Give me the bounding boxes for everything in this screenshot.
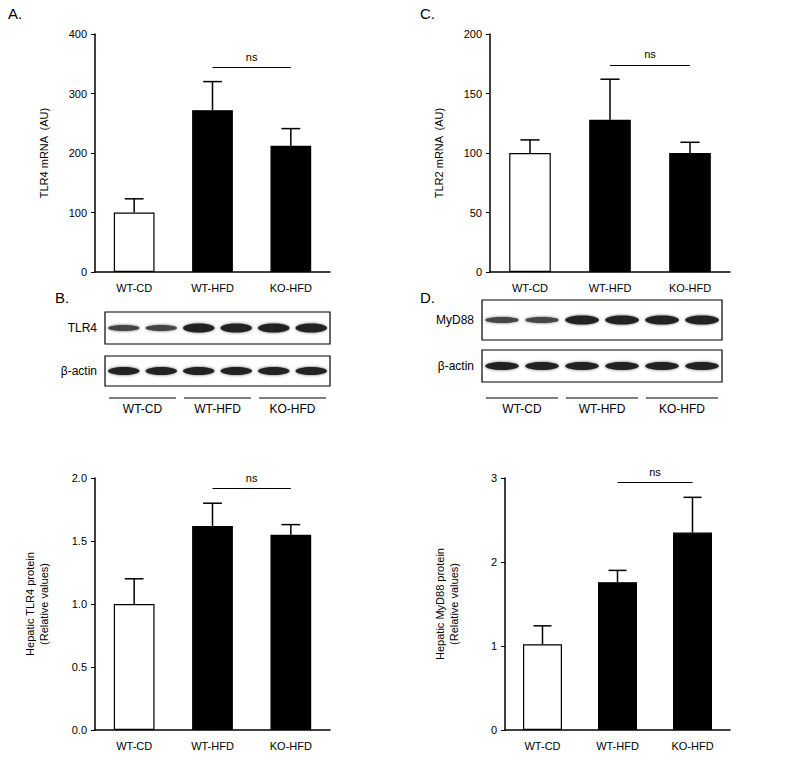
svg-text:1: 1 [491,640,497,652]
svg-text:0: 0 [491,724,497,736]
svg-text:ns: ns [246,51,258,63]
svg-text:100: 100 [69,207,87,219]
svg-text:KO-HFD: KO-HFD [671,740,713,752]
svg-text:3: 3 [491,472,497,484]
svg-text:C.: C. [420,5,435,22]
svg-text:200: 200 [69,147,87,159]
svg-text:ns: ns [246,472,258,484]
svg-text:WT-HFD: WT-HFD [194,402,241,416]
svg-text:200: 200 [464,28,482,40]
svg-text:KO-HFD: KO-HFD [669,282,711,294]
svg-text:2.0: 2.0 [72,472,87,484]
svg-text:0: 0 [476,266,482,278]
svg-text:WT-HFD: WT-HFD [191,282,234,294]
svg-text:TLR2 mRNA (AU): TLR2 mRNA (AU) [433,108,445,198]
svg-text:ns: ns [649,466,661,478]
svg-text:100: 100 [464,147,482,159]
svg-text:KO-HFD: KO-HFD [270,282,312,294]
svg-text:KO-HFD: KO-HFD [270,740,312,752]
svg-text:WT-CD: WT-CD [116,740,152,752]
svg-text:D.: D. [420,289,435,306]
svg-text:MyD88: MyD88 [436,313,474,327]
svg-text:150: 150 [464,88,482,100]
svg-text:Hepatic MyD88 protein: Hepatic MyD88 protein [434,548,446,660]
svg-text:β-actin: β-actin [438,359,474,373]
svg-text:0: 0 [81,266,87,278]
svg-text:β-actin: β-actin [61,364,97,378]
svg-text:1.5: 1.5 [72,535,87,547]
svg-text:TLR4 mRNA (AU): TLR4 mRNA (AU) [38,108,50,198]
svg-text:(Relative values): (Relative values) [38,563,50,645]
svg-text:ns: ns [644,48,656,60]
svg-text:0.0: 0.0 [72,724,87,736]
svg-text:1.0: 1.0 [72,598,87,610]
svg-text:(Relative values): (Relative values) [448,563,460,645]
svg-text:WT-HFD: WT-HFD [596,740,639,752]
svg-text:WT-CD: WT-CD [116,282,152,294]
svg-text:WT-HFD: WT-HFD [191,740,234,752]
svg-text:WT-HFD: WT-HFD [579,402,626,416]
svg-text:WT-HFD: WT-HFD [589,282,632,294]
svg-text:2: 2 [491,556,497,568]
svg-text:WT-CD: WT-CD [524,740,560,752]
svg-text:WT-CD: WT-CD [502,402,542,416]
svg-text:WT-CD: WT-CD [123,402,163,416]
svg-text:KO-HFD: KO-HFD [270,402,316,416]
svg-text:TLR4: TLR4 [68,321,98,335]
svg-text:0.5: 0.5 [72,661,87,673]
svg-text:50: 50 [470,207,482,219]
svg-text:B.: B. [55,289,69,306]
svg-text:A.: A. [8,5,22,22]
svg-text:300: 300 [69,88,87,100]
svg-text:Hepatic TLR4 protein: Hepatic TLR4 protein [24,552,36,656]
svg-text:WT-CD: WT-CD [512,282,548,294]
svg-text:400: 400 [69,28,87,40]
svg-text:KO-HFD: KO-HFD [659,402,705,416]
